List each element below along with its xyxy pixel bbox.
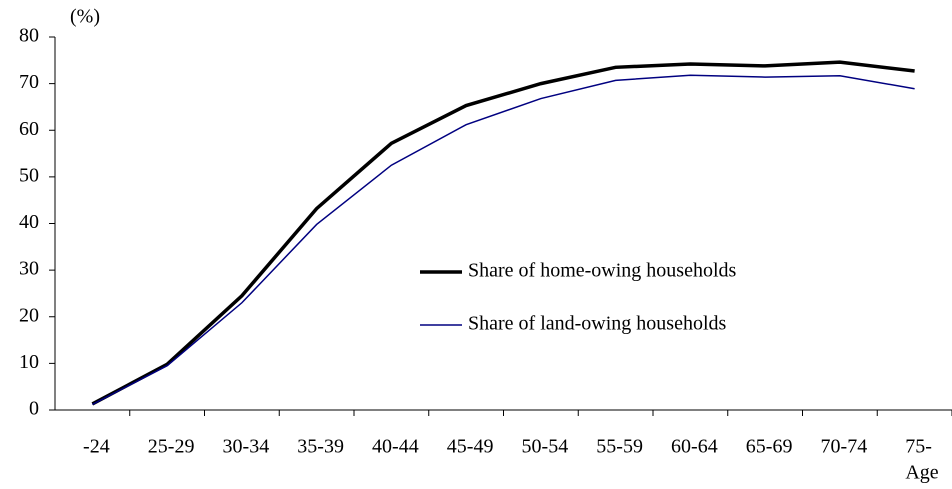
x-tick-label: 55-59 (596, 436, 643, 458)
y-tick-label: 10 (19, 351, 39, 373)
y-tick-label: 20 (19, 304, 39, 326)
x-tick-label: 75- (905, 436, 932, 458)
x-axis-label: Age (905, 462, 938, 484)
y-tick-label: 80 (19, 25, 39, 47)
legend-label: Share of home-owing households (468, 260, 737, 282)
x-tick-label: 70-74 (821, 436, 868, 458)
y-tick-label: 30 (19, 258, 39, 280)
x-tick-label: 35-39 (297, 436, 344, 458)
x-tick-label: 50-54 (522, 436, 569, 458)
y-tick-label: 40 (19, 211, 39, 233)
y-tick-label: 50 (19, 164, 39, 186)
x-tick-label: 25-29 (148, 436, 195, 458)
legend-label: Share of land-owing households (468, 313, 727, 335)
x-tick-label: -24 (83, 436, 110, 458)
y-tick-label: 70 (19, 71, 39, 93)
y-tick-label: 0 (29, 398, 39, 420)
data-line (91, 60, 915, 406)
x-tick-label: 40-44 (372, 436, 419, 458)
x-tick-label: 65-69 (746, 436, 793, 458)
data-line (92, 74, 915, 406)
x-tick-label: 30-34 (223, 436, 270, 458)
x-tick-label: 60-64 (671, 436, 718, 458)
y-axis-label: (%) (70, 6, 100, 28)
y-tick-label: 60 (19, 118, 39, 140)
x-tick-label: 45-49 (447, 436, 494, 458)
